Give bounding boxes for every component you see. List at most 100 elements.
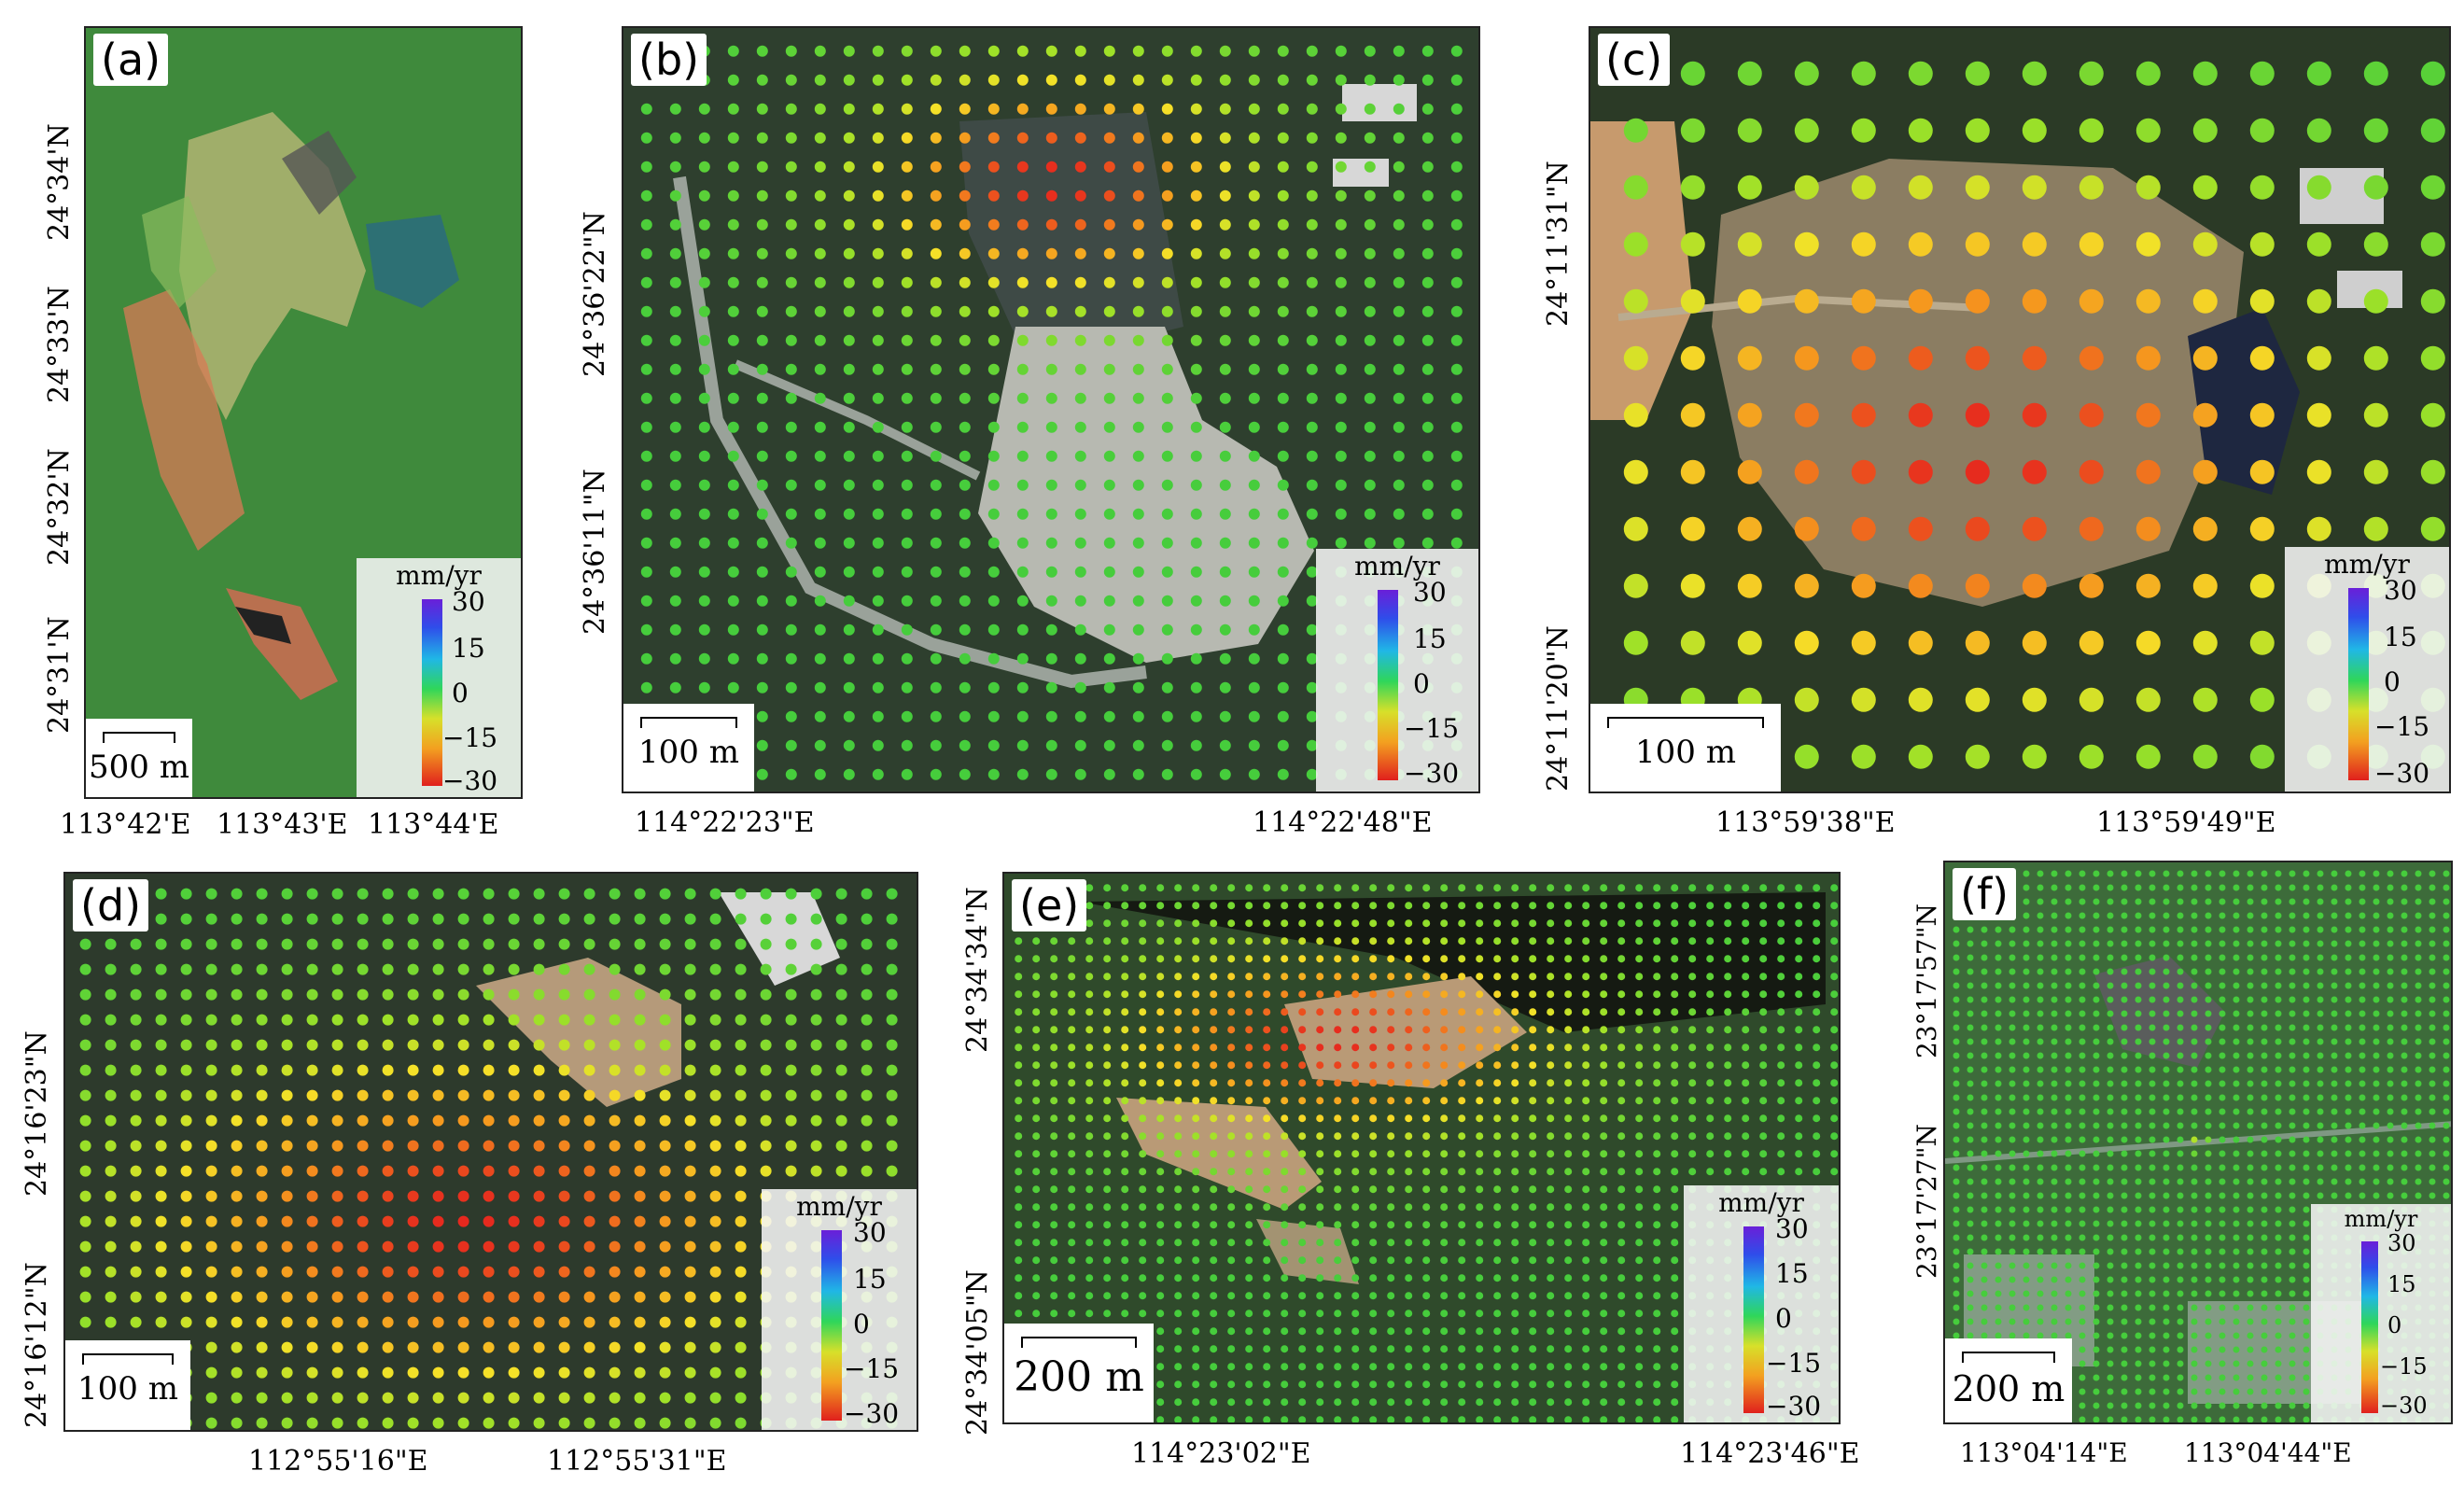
deformation-point bbox=[1139, 1168, 1147, 1176]
deformation-point bbox=[1139, 1026, 1147, 1034]
deformation-point bbox=[785, 189, 797, 202]
deformation-point bbox=[2121, 940, 2128, 947]
deformation-point bbox=[1493, 1398, 1502, 1407]
deformation-point bbox=[281, 888, 293, 900]
deformation-point bbox=[1074, 189, 1086, 202]
deformation-point bbox=[669, 392, 681, 404]
deformation-point bbox=[357, 1366, 369, 1379]
deformation-point bbox=[1103, 161, 1115, 173]
deformation-point bbox=[1547, 1256, 1555, 1265]
deformation-point bbox=[1450, 247, 1463, 259]
deformation-point bbox=[407, 938, 419, 950]
deformation-point bbox=[609, 988, 621, 1001]
deformation-point bbox=[1219, 247, 1231, 259]
deformation-point bbox=[1671, 1310, 1679, 1318]
deformation-point bbox=[2303, 1290, 2310, 1297]
deformation-point bbox=[2345, 954, 2352, 961]
y-tick-label: 23°17'57"N bbox=[1911, 904, 1942, 1058]
deformation-point bbox=[1050, 1079, 1058, 1087]
deformation-point bbox=[1103, 623, 1115, 636]
deformation-point bbox=[698, 450, 710, 462]
deformation-point bbox=[1103, 652, 1115, 665]
deformation-point bbox=[1351, 1132, 1360, 1141]
deformation-point bbox=[1219, 595, 1231, 607]
deformation-point bbox=[2247, 1024, 2254, 1031]
deformation-point bbox=[1298, 1168, 1307, 1176]
deformation-point bbox=[1192, 1310, 1200, 1318]
deformation-point bbox=[2303, 870, 2310, 877]
deformation-point bbox=[1653, 1203, 1661, 1212]
deformation-point bbox=[1422, 973, 1431, 981]
deformation-point bbox=[2135, 940, 2142, 947]
deformation-point bbox=[382, 1039, 394, 1051]
deformation-point bbox=[1967, 1332, 1974, 1339]
deformation-point bbox=[640, 247, 652, 259]
deformation-point bbox=[634, 1392, 646, 1404]
deformation-point bbox=[1190, 334, 1202, 346]
deformation-point bbox=[1405, 1380, 1413, 1389]
deformation-point bbox=[835, 1014, 847, 1026]
deformation-point bbox=[1227, 884, 1236, 892]
deformation-point bbox=[1369, 1327, 1378, 1336]
deformation-point bbox=[1967, 1276, 1974, 1283]
deformation-point bbox=[2177, 926, 2184, 933]
deformation-point bbox=[1045, 652, 1057, 665]
deformation-point bbox=[959, 739, 971, 751]
deformation-point bbox=[2149, 898, 2156, 905]
deformation-point bbox=[2065, 884, 2072, 891]
deformation-point bbox=[2306, 459, 2331, 484]
deformation-point bbox=[2023, 996, 2030, 1003]
deformation-point bbox=[2317, 1150, 2324, 1157]
deformation-point bbox=[659, 1341, 671, 1353]
deformation-point bbox=[785, 988, 797, 1001]
deformation-point bbox=[1476, 1114, 1484, 1123]
deformation-point bbox=[2093, 1024, 2100, 1031]
deformation-point bbox=[2373, 912, 2380, 919]
deformation-point bbox=[1600, 1185, 1608, 1194]
scale-bar-a: 500 m bbox=[86, 719, 192, 797]
deformation-point bbox=[1967, 1206, 1974, 1213]
deformation-point bbox=[2121, 884, 2128, 891]
deformation-point bbox=[1547, 1079, 1555, 1087]
deformation-point bbox=[1248, 739, 1260, 751]
deformation-point bbox=[1688, 1168, 1697, 1176]
deformation-point bbox=[1219, 363, 1231, 375]
deformation-point bbox=[659, 938, 671, 950]
deformation-point bbox=[959, 363, 971, 375]
deformation-point bbox=[1210, 1044, 1218, 1052]
deformation-point bbox=[306, 1366, 318, 1379]
colorbar bbox=[821, 1230, 842, 1421]
deformation-point bbox=[2205, 1290, 2212, 1297]
deformation-point bbox=[901, 710, 913, 722]
deformation-point bbox=[1953, 996, 1960, 1003]
legend-unit: mm/yr bbox=[2344, 1206, 2418, 1232]
deformation-point bbox=[727, 566, 739, 578]
deformation-point bbox=[2037, 1178, 2044, 1185]
deformation-point bbox=[1032, 973, 1041, 981]
deformation-point bbox=[2037, 1164, 2044, 1171]
deformation-point bbox=[583, 1140, 595, 1152]
deformation-point bbox=[1227, 1310, 1236, 1318]
deformation-point bbox=[2177, 1150, 2184, 1157]
deformation-point bbox=[1121, 919, 1129, 928]
deformation-point bbox=[1281, 1061, 1289, 1070]
deformation-point bbox=[1016, 508, 1029, 520]
deformation-point bbox=[1547, 1327, 1555, 1336]
deformation-point bbox=[1387, 1292, 1395, 1300]
deformation-point bbox=[281, 1366, 293, 1379]
deformation-point bbox=[886, 1039, 898, 1051]
deformation-point bbox=[1190, 189, 1202, 202]
deformation-point bbox=[1393, 74, 1405, 86]
deformation-point bbox=[2373, 1164, 2380, 1171]
deformation-point bbox=[1306, 103, 1318, 115]
deformation-point bbox=[306, 938, 318, 950]
deformation-point bbox=[1219, 74, 1231, 86]
deformation-point bbox=[2429, 1164, 2436, 1171]
deformation-point bbox=[2121, 912, 2128, 919]
deformation-point bbox=[2135, 175, 2161, 200]
deformation-point bbox=[1263, 1132, 1271, 1141]
deformation-point bbox=[1351, 884, 1360, 892]
deformation-point bbox=[231, 963, 243, 975]
deformation-point bbox=[814, 421, 826, 433]
deformation-point bbox=[1529, 1221, 1537, 1229]
